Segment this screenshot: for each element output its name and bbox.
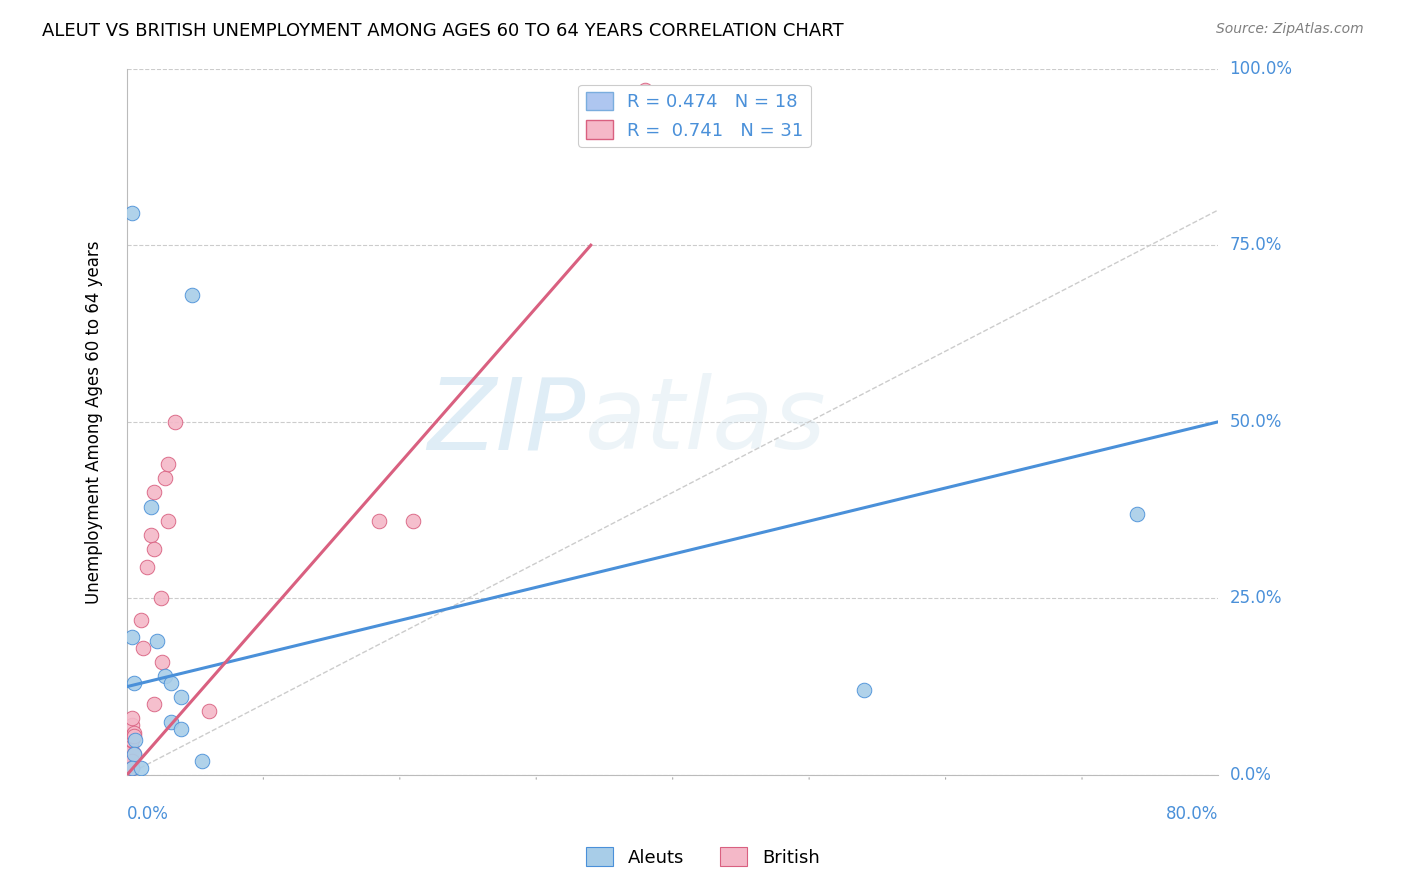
- Text: Source: ZipAtlas.com: Source: ZipAtlas.com: [1216, 22, 1364, 37]
- Point: [122, 747, 145, 761]
- Point: [159, 714, 181, 729]
- Point: [121, 711, 143, 725]
- Point: [634, 83, 657, 97]
- Point: [122, 747, 145, 761]
- Point: [191, 754, 214, 768]
- Point: [156, 514, 179, 528]
- Point: [120, 732, 142, 747]
- Point: [170, 690, 193, 705]
- Text: atlas: atlas: [585, 373, 827, 470]
- Y-axis label: Unemployment Among Ages 60 to 64 years: Unemployment Among Ages 60 to 64 years: [86, 240, 103, 604]
- Text: 75.0%: 75.0%: [1230, 236, 1282, 254]
- Text: 80.0%: 80.0%: [1166, 805, 1219, 823]
- Point: [121, 729, 143, 743]
- Text: ALEUT VS BRITISH UNEMPLOYMENT AMONG AGES 60 TO 64 YEARS CORRELATION CHART: ALEUT VS BRITISH UNEMPLOYMENT AMONG AGES…: [42, 22, 844, 40]
- Point: [153, 471, 176, 485]
- Point: [170, 722, 193, 736]
- Point: [150, 655, 173, 669]
- Legend: Aleuts, British: Aleuts, British: [579, 840, 827, 874]
- Point: [143, 541, 166, 556]
- Point: [120, 747, 142, 761]
- Point: [146, 633, 169, 648]
- Point: [163, 415, 186, 429]
- Point: [197, 704, 219, 718]
- Point: [121, 206, 143, 220]
- Point: [136, 559, 159, 574]
- Point: [368, 514, 391, 528]
- Legend: R = 0.474   N = 18, R =  0.741   N = 31: R = 0.474 N = 18, R = 0.741 N = 31: [578, 85, 811, 147]
- Point: [120, 739, 142, 754]
- Point: [121, 754, 143, 768]
- Point: [159, 676, 181, 690]
- Point: [121, 732, 143, 747]
- Text: ZIP: ZIP: [427, 373, 585, 470]
- Text: 100.0%: 100.0%: [1230, 60, 1292, 78]
- Text: 25.0%: 25.0%: [1230, 590, 1282, 607]
- Point: [121, 761, 143, 775]
- Point: [143, 485, 166, 500]
- Point: [122, 725, 145, 739]
- Point: [1125, 507, 1147, 521]
- Point: [122, 729, 145, 743]
- Point: [150, 591, 173, 606]
- Point: [852, 683, 875, 698]
- Point: [121, 718, 143, 732]
- Point: [120, 754, 142, 768]
- Point: [181, 287, 204, 301]
- Point: [153, 669, 176, 683]
- Point: [121, 630, 143, 644]
- Point: [402, 514, 425, 528]
- Point: [120, 761, 142, 775]
- Text: 50.0%: 50.0%: [1230, 413, 1282, 431]
- Point: [129, 613, 152, 627]
- Point: [129, 761, 152, 775]
- Point: [124, 732, 146, 747]
- Point: [141, 500, 163, 514]
- Point: [132, 640, 155, 655]
- Text: 0.0%: 0.0%: [127, 805, 169, 823]
- Point: [141, 528, 163, 542]
- Text: 0.0%: 0.0%: [1230, 766, 1271, 784]
- Point: [122, 676, 145, 690]
- Point: [121, 761, 143, 775]
- Point: [156, 457, 179, 471]
- Point: [143, 698, 166, 712]
